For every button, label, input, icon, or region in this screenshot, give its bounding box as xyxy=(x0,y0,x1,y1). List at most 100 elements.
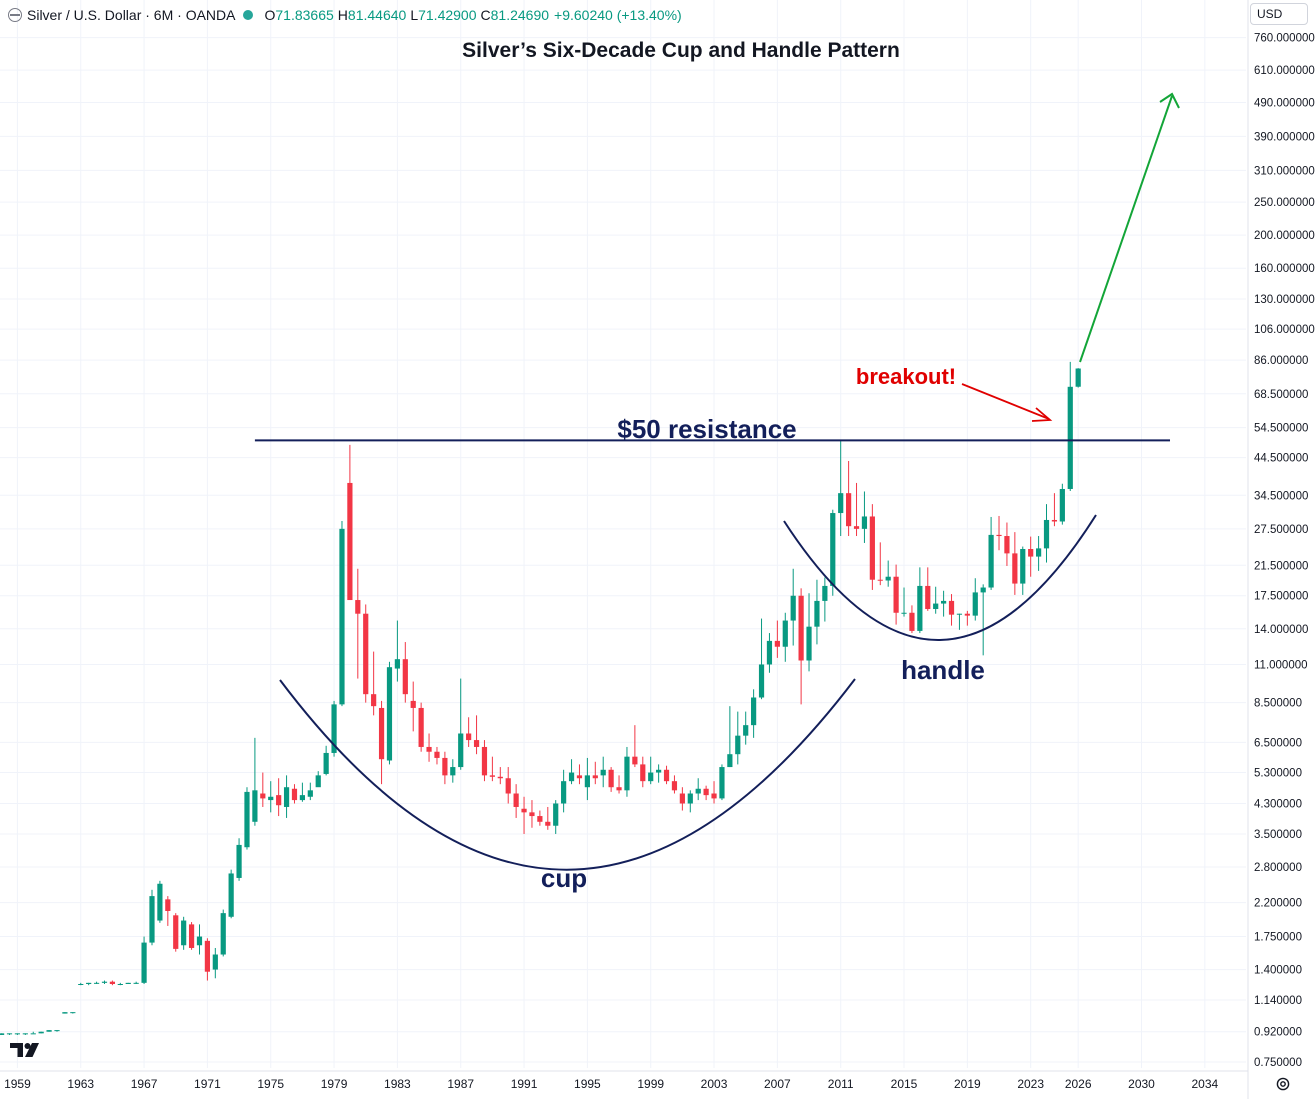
candle-body xyxy=(901,612,907,614)
candle-body xyxy=(252,790,258,822)
candle xyxy=(988,516,994,590)
candle-body xyxy=(371,694,377,707)
y-tick-label: 54.500000 xyxy=(1254,423,1308,435)
candle-body xyxy=(481,746,488,776)
candle xyxy=(766,633,773,673)
candle-body xyxy=(853,526,860,529)
open-value: 71.83665 xyxy=(275,7,334,23)
candles xyxy=(0,361,1081,1035)
candle xyxy=(933,586,939,614)
candle xyxy=(442,751,448,785)
candle-body xyxy=(426,746,432,752)
candle xyxy=(173,913,179,952)
candle-body xyxy=(948,600,955,615)
candle-body xyxy=(798,595,804,661)
candle-body xyxy=(592,775,598,779)
candle xyxy=(165,896,171,926)
candle-body xyxy=(473,740,480,747)
settings-gear-icon[interactable] xyxy=(1275,1076,1291,1092)
candle-body xyxy=(347,482,353,601)
candle xyxy=(592,761,598,785)
candle xyxy=(956,613,963,630)
candle xyxy=(925,567,931,611)
y-tick-label: 17.500000 xyxy=(1254,591,1308,603)
candle xyxy=(283,775,290,818)
high-label: H xyxy=(337,7,348,23)
candle-body xyxy=(600,769,606,776)
candle-body xyxy=(774,640,780,647)
close-label: C xyxy=(480,7,491,23)
candle xyxy=(1043,504,1050,563)
candle xyxy=(481,740,488,782)
candle-body xyxy=(703,788,709,796)
candle-body xyxy=(204,940,211,972)
candle-body xyxy=(157,883,163,921)
candle-body xyxy=(766,640,773,665)
candle-body xyxy=(181,920,187,946)
candle xyxy=(141,936,147,985)
tradingview-logo-icon[interactable] xyxy=(10,1040,44,1060)
candle xyxy=(181,916,187,950)
currency-selector[interactable]: USD xyxy=(1250,3,1308,25)
candle xyxy=(751,689,757,738)
breakout-arrowhead xyxy=(1031,407,1053,422)
candle-body xyxy=(537,816,543,822)
candle xyxy=(790,568,796,646)
candle xyxy=(853,482,860,537)
candle-body xyxy=(38,1031,44,1034)
candle-body xyxy=(299,795,305,801)
exchange-globe-icon xyxy=(8,8,22,22)
candle xyxy=(1020,546,1026,595)
symbol-header: Silver / U.S. Dollar · 6M · OANDA O 71.83… xyxy=(8,5,682,25)
candle xyxy=(624,746,630,797)
handle-label: handle xyxy=(901,655,985,685)
change-value: +9.60240 (+13.40%) xyxy=(554,7,682,23)
y-tick-label: 2.200000 xyxy=(1254,898,1302,910)
candle-body xyxy=(101,981,108,983)
candle xyxy=(6,1033,13,1035)
cup-label: cup xyxy=(541,863,587,893)
candle xyxy=(62,1012,68,1014)
candle-body xyxy=(22,1033,28,1035)
y-tick-label: 5.300000 xyxy=(1254,768,1302,780)
candle xyxy=(632,725,638,768)
y-tick-label: 44.500000 xyxy=(1254,453,1308,465)
y-tick-label: 130.000000 xyxy=(1254,294,1315,306)
candle xyxy=(861,491,868,543)
candle-body xyxy=(268,796,274,801)
candle xyxy=(980,584,986,656)
candle xyxy=(355,568,361,679)
candle-body xyxy=(323,752,329,774)
candle-body xyxy=(838,493,844,514)
y-tick-label: 3.500000 xyxy=(1254,829,1302,841)
candle xyxy=(93,981,100,985)
candle xyxy=(426,733,432,762)
candle-body xyxy=(695,788,701,794)
candle-body xyxy=(529,812,535,817)
candle-body xyxy=(941,600,947,604)
y-tick-label: 1.750000 xyxy=(1254,932,1302,944)
candle xyxy=(798,588,804,705)
symbol-title[interactable]: Silver / U.S. Dollar · 6M · OANDA xyxy=(27,7,236,23)
x-axis: 1959 1963 1967 1971 1975 1979 1983 1987 1991 1995… xyxy=(0,1070,1248,1091)
x-tick-label: 1967 xyxy=(131,1077,158,1091)
candle xyxy=(608,767,614,792)
candle xyxy=(466,717,472,747)
candle xyxy=(822,577,828,622)
candle xyxy=(54,1030,60,1032)
y-tick-label: 760.000000 xyxy=(1254,33,1315,45)
y-tick-label: 86.000000 xyxy=(1254,355,1308,367)
candle-body xyxy=(751,697,757,726)
candle-body xyxy=(980,587,986,593)
candle xyxy=(402,642,408,703)
candle-body xyxy=(1035,548,1042,557)
candle-body xyxy=(505,778,511,794)
candle xyxy=(307,782,313,801)
candle xyxy=(196,924,203,955)
y-tick-label: 1.140000 xyxy=(1254,995,1302,1007)
cup-curve xyxy=(279,678,856,871)
candle-body xyxy=(513,793,519,807)
close-value: 81.24690 xyxy=(490,7,550,23)
